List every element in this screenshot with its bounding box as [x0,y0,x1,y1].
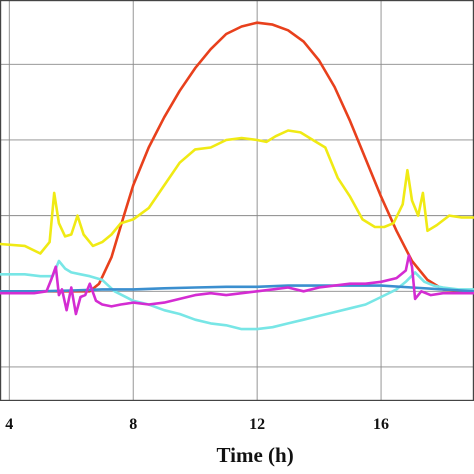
series-line-5 [0,254,474,316]
x-tick-labels: 4 8 12 16 [5,416,389,433]
plot-frame [0,0,474,401]
series-line-3 [0,259,474,331]
series-line-2 [0,129,474,255]
series-group [0,21,474,331]
x-tick-label: 16 [373,416,389,433]
series-line-1 [0,21,474,293]
x-tick-label: 12 [249,416,265,433]
x-tick-label: 8 [129,416,137,433]
x-tick-label: 4 [5,416,13,433]
x-axis-label: Time (h) [217,443,294,467]
